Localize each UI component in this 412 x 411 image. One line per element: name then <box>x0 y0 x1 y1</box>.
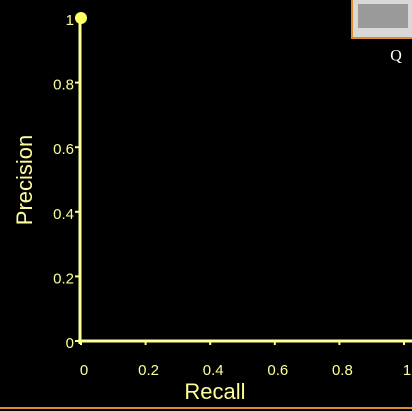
x-tick-label: 0.4 <box>203 362 224 379</box>
point <box>75 12 87 24</box>
y-tick-label: 1 <box>66 12 74 29</box>
x-tick-label: 0.6 <box>267 362 288 379</box>
page: {"chart_data": {"type": "scatter", "xlab… <box>0 0 412 411</box>
chart: Q Recall Precision 0 0.2 0.4 0.6 0.8 1 0 0.2 0.4… <box>0 0 412 411</box>
x-tick-label: 1 <box>403 362 411 379</box>
x-tick-label: 0.8 <box>332 362 353 379</box>
y-tick-label: 0.6 <box>53 141 74 158</box>
y-tick-label: 0.4 <box>53 206 74 223</box>
x-tick-label: 0 <box>80 362 88 379</box>
thumbnail-image <box>358 4 408 28</box>
y-axis-label: Precision <box>12 135 37 225</box>
y-tick-label: 0 <box>66 335 74 352</box>
x-axis-label: Recall <box>184 379 245 404</box>
y-tick-label: 0.8 <box>53 77 74 94</box>
y-tick-label: 0.2 <box>53 270 74 287</box>
x-tick-label: 0.2 <box>138 362 159 379</box>
annotation: Q <box>390 48 402 65</box>
